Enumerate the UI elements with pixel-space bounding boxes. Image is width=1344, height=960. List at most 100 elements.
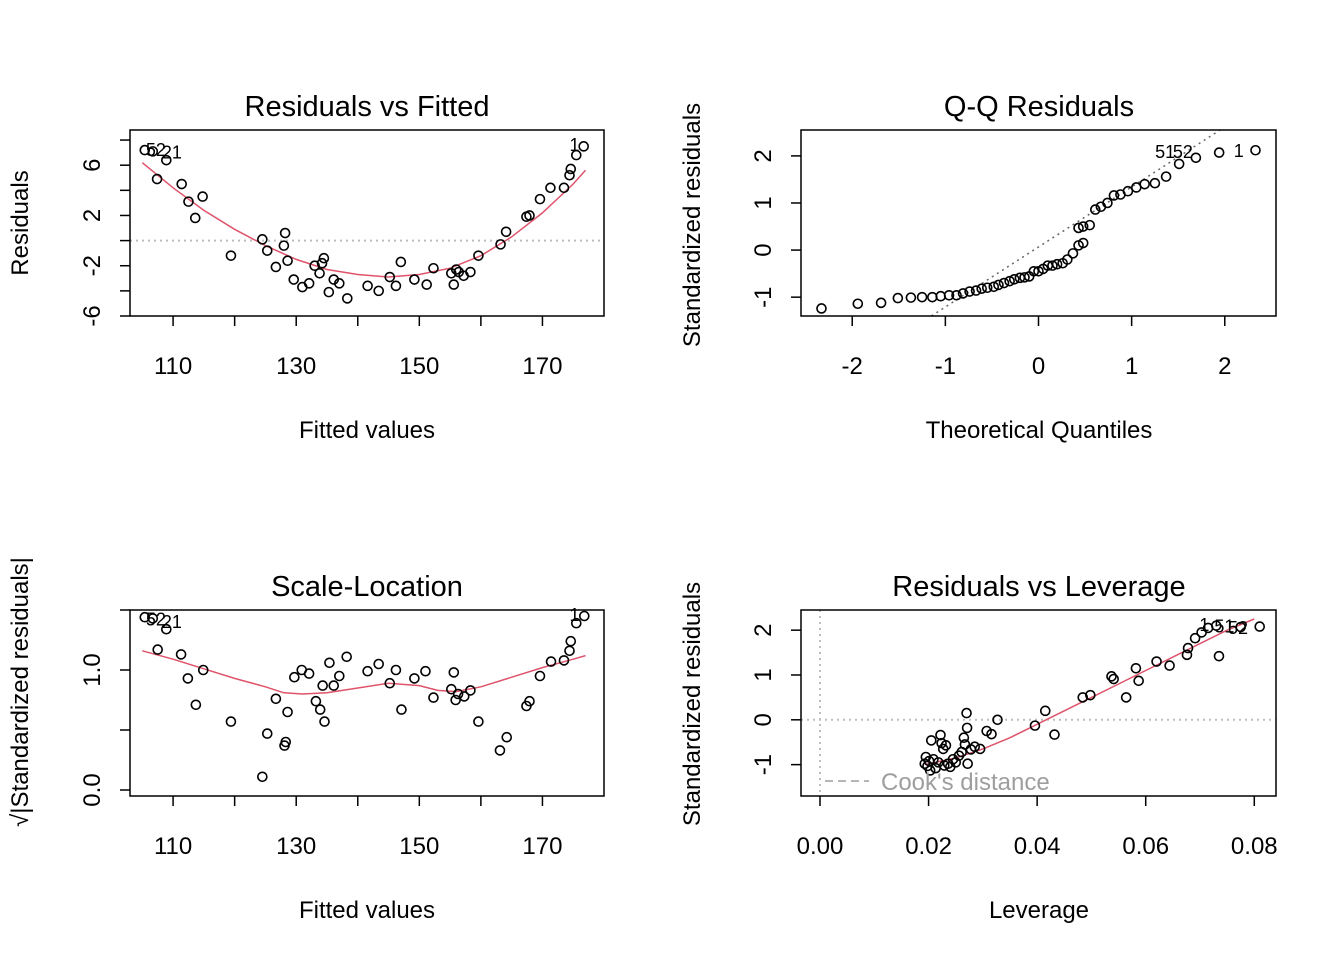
- data-point: [1028, 265, 1040, 277]
- x-tick-label: 2: [1218, 353, 1231, 380]
- data-point: [1019, 272, 1030, 283]
- data-point: [152, 644, 164, 655]
- residuals-vs-fitted-panel: Residuals vs Fitted Fitted values Residu…: [7, 91, 605, 444]
- data-point: [161, 154, 172, 166]
- data-point: [933, 757, 944, 768]
- data-point: [1008, 273, 1020, 285]
- data-point: [280, 736, 292, 748]
- data-point: [1160, 171, 1172, 182]
- data-point: [225, 250, 237, 261]
- data-point: [1085, 689, 1096, 701]
- x-axis-label: Leverage: [989, 897, 1089, 924]
- data-point: [176, 178, 188, 190]
- x-tick-label: 110: [154, 833, 192, 860]
- data-point: [278, 240, 290, 251]
- y-tick-label: 0: [750, 243, 777, 256]
- data-point: [970, 285, 982, 296]
- data-point: [1213, 147, 1225, 158]
- data-point: [257, 771, 268, 783]
- x-tick-label: 0.08: [1231, 833, 1278, 860]
- data-point: [465, 685, 476, 696]
- data-point: [450, 264, 462, 275]
- data-point: [446, 683, 457, 695]
- data-point: [1090, 204, 1101, 215]
- x-tick-label: 130: [276, 833, 316, 860]
- data-point: [310, 695, 322, 707]
- data-point: [545, 182, 556, 194]
- data-point: [395, 256, 407, 268]
- observation-label: 1: [1234, 141, 1244, 161]
- x-tick-label: 0.06: [1122, 833, 1169, 860]
- y-tick-label: -1: [750, 286, 777, 307]
- data-point: [905, 292, 917, 303]
- data-point: [257, 234, 268, 245]
- data-point: [270, 693, 282, 705]
- data-point: [270, 261, 282, 273]
- data-point: [1062, 254, 1073, 265]
- x-tick-label: 0.04: [1014, 833, 1061, 860]
- x-tick-label: 170: [522, 353, 562, 380]
- data-point: [500, 226, 512, 238]
- data-point: [303, 668, 315, 679]
- y-tick-label: 2: [750, 149, 777, 162]
- data-point: [940, 740, 952, 751]
- data-point: [1077, 692, 1089, 703]
- plot-frame: [129, 609, 605, 797]
- data-point: [988, 281, 1000, 293]
- data-point: [961, 722, 973, 734]
- data-point: [570, 149, 582, 161]
- y-tick-label: 0.0: [79, 773, 106, 806]
- panel-title: Residuals vs Fitted: [245, 91, 490, 123]
- data-point: [1254, 621, 1266, 632]
- y-tick-label: 0: [750, 713, 777, 726]
- data-point: [570, 617, 582, 629]
- data-point: [139, 611, 151, 623]
- data-point: [524, 210, 535, 221]
- data-point: [1149, 177, 1161, 189]
- data-point: [319, 716, 330, 727]
- data-point: [190, 699, 202, 711]
- data-point: [333, 670, 345, 682]
- data-point: [986, 728, 997, 740]
- panel-title: Residuals vs Leverage: [892, 571, 1185, 603]
- y-tick-label: 2: [750, 623, 777, 636]
- data-point: [1047, 260, 1058, 271]
- data-point: [197, 191, 208, 202]
- data-point: [495, 239, 506, 250]
- data-point: [1139, 178, 1150, 190]
- data-point: [384, 677, 396, 689]
- data-point: [558, 182, 570, 194]
- x-tick-label: 150: [399, 833, 439, 860]
- data-point: [951, 289, 962, 301]
- data-point: [1173, 158, 1185, 170]
- data-point: [225, 716, 237, 727]
- data-point: [1049, 729, 1060, 740]
- data-point: [958, 732, 970, 744]
- data-point: [390, 664, 402, 676]
- data-point: [564, 169, 575, 181]
- data-point: [1073, 222, 1084, 234]
- y-tick-label: 6: [79, 159, 106, 172]
- cooks-distance-legend-text: Cook's distance: [881, 769, 1050, 796]
- smoother-line: [141, 162, 587, 278]
- observation-label: 1: [569, 135, 579, 155]
- data-point: [473, 250, 484, 261]
- y-tick-label: -1: [750, 754, 777, 775]
- data-point: [925, 735, 937, 746]
- smoother-line: [924, 618, 1255, 766]
- x-tick-label: 110: [154, 353, 192, 380]
- data-point: [373, 285, 384, 297]
- qq-residuals-panel: Q-Q Residuals Theoretical Quantiles Stan…: [679, 91, 1277, 444]
- data-point: [1133, 675, 1144, 687]
- data-point: [261, 728, 273, 739]
- data-point: [473, 716, 484, 727]
- data-point: [1077, 221, 1089, 232]
- y-tick-label: 1.0: [79, 653, 106, 686]
- data-point: [969, 741, 981, 752]
- data-point: [450, 694, 461, 706]
- data-point: [964, 286, 975, 297]
- data-point: [1130, 662, 1142, 674]
- scale-location-panel: Scale-Location Fitted values √|Standardi…: [7, 557, 605, 924]
- y-tick-label: -2: [79, 255, 106, 276]
